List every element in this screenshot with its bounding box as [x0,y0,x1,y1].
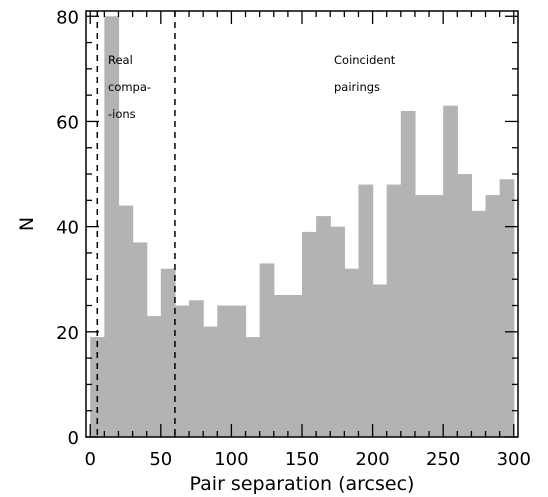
x-tick-label: 250 [426,449,460,470]
histogram-bar [316,216,331,437]
histogram-bar [372,284,388,437]
y-axis-label: N [16,217,38,231]
x-tick-label: 300 [497,449,531,470]
histogram-bar [189,300,204,437]
histogram-bar [104,16,120,437]
histogram-bar [273,295,289,437]
histogram-bar [414,195,430,437]
histogram-bar [146,316,162,437]
histogram-bars [90,16,515,438]
histogram-bar [386,184,402,437]
x-tick-label: 200 [355,449,389,470]
annotation-real-line-2: compa- [108,80,151,94]
annotation-coincident-line-2: pairings [334,80,380,94]
annotation-real-line-1: Real [108,53,133,67]
x-tick-label: 100 [214,449,248,470]
histogram-bar [118,205,134,437]
annotation-real-companions: Real compa- -ions [108,53,151,121]
histogram-bar [132,242,148,437]
x-tick-label: 150 [285,449,319,470]
annotation-coincident-line-1: Coincident [334,53,396,67]
histogram-bar [174,305,190,437]
histogram-bar [287,295,303,437]
histogram-bar [160,268,176,437]
x-axis-label: Pair separation (arcsec) [190,473,415,495]
histogram-bar [471,210,487,437]
histogram-bar [231,305,247,437]
histogram-bar [344,268,360,437]
annotation-real-line-3: -ions [108,107,136,121]
histogram-bar [302,231,317,437]
histogram-bar [443,105,458,438]
y-tick-label: 20 [56,323,79,344]
histogram-bar [217,305,233,437]
histogram-bar [330,226,345,437]
y-tick-labels: 0 20 40 60 80 [56,7,79,449]
y-tick-label: 40 [56,218,79,239]
y-tick-label: 60 [56,112,79,133]
y-tick-label: 80 [56,7,79,28]
histogram-bar [499,179,515,438]
histogram-bar [400,110,416,438]
histogram-bar [358,184,374,437]
histogram-bar [429,195,444,437]
x-tick-label: 0 [85,449,96,470]
y-tick-label: 0 [68,428,79,449]
histogram-bar [259,263,275,437]
histogram-bar [245,337,261,437]
axis-ticks [86,11,518,438]
histogram-bar [457,174,473,438]
annotation-coincident-pairings: Coincident pairings [334,53,396,94]
histogram-bar [485,195,501,437]
histogram-bar [203,326,218,437]
separation-cut-lines [96,11,176,437]
x-tick-labels: 0 50 100 150 200 250 300 [85,449,531,470]
x-tick-label: 50 [149,449,172,470]
